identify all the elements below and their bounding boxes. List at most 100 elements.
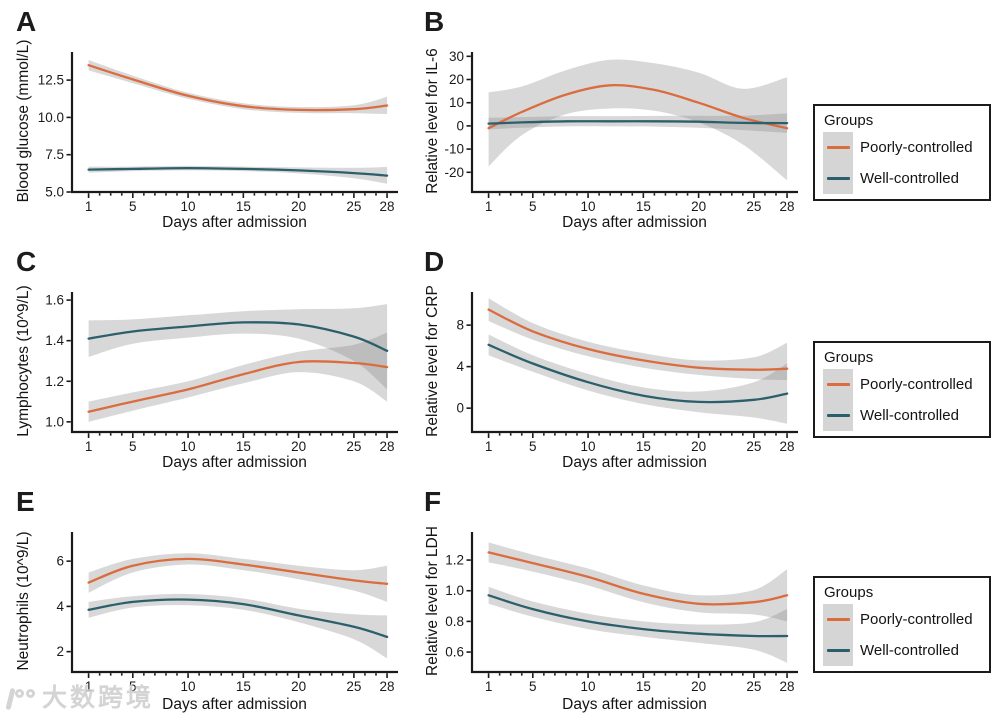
x-tick-label: 20 bbox=[691, 439, 706, 454]
x-tick-label: 15 bbox=[636, 439, 651, 454]
y-tick-label: 1.0 bbox=[445, 583, 464, 598]
well-controlled-trend-line bbox=[487, 594, 789, 638]
x-axis-title: Days after admission bbox=[562, 454, 707, 471]
well-controlled-confidence-band bbox=[488, 586, 788, 663]
poorly-controlled-confidence-band bbox=[88, 332, 388, 422]
panel-f-ldh: F Relative level for LDH 0.6 0.8 1.0 1.2 1 5 1… bbox=[414, 480, 810, 724]
x-tick-label: 15 bbox=[636, 679, 651, 694]
x-tick-label: 28 bbox=[380, 439, 395, 454]
x-tick-label: 1 bbox=[85, 199, 93, 214]
y-tick-label: 10.0 bbox=[38, 110, 64, 125]
legend-title: Groups bbox=[824, 112, 874, 129]
well-controlled-trend-line bbox=[87, 321, 389, 352]
well-controlled-confidence-band bbox=[488, 113, 788, 133]
poorly-controlled-trend-line bbox=[487, 551, 789, 606]
poorly-controlled-line-icon bbox=[826, 146, 850, 149]
x-tick-label: 15 bbox=[236, 439, 251, 454]
x-tick-label: 25 bbox=[746, 679, 761, 694]
legend-key-swatch bbox=[823, 635, 853, 666]
x-tick-label: 1 bbox=[85, 679, 93, 694]
poorly-controlled-trend-line bbox=[87, 64, 389, 112]
x-tick-label: 28 bbox=[380, 199, 395, 214]
y-tick-label: 1.0 bbox=[45, 414, 64, 429]
x-tick-label: 10 bbox=[181, 199, 196, 214]
legend-groups-row3: Groups Poorly-controlled Well-controlled bbox=[813, 576, 991, 673]
legend-label: Well-controlled bbox=[860, 170, 959, 187]
x-tick-label: 28 bbox=[780, 199, 795, 214]
legend-label: Poorly-controlled bbox=[860, 139, 973, 156]
poorly-controlled-trend-line bbox=[87, 557, 389, 585]
legend-item-well-controlled: Well-controlled bbox=[823, 400, 989, 431]
panel-d-crp: D Relative level for CRP 0 4 8 1 5 10 15 20 25 28… bbox=[414, 240, 810, 480]
x-tick-label: 25 bbox=[346, 199, 361, 214]
legend-key-swatch bbox=[823, 163, 853, 194]
x-tick-label: 20 bbox=[291, 439, 306, 454]
y-tick-label: 7.5 bbox=[45, 147, 64, 162]
x-tick-label: 20 bbox=[291, 199, 306, 214]
y-tick-label: 1.2 bbox=[445, 553, 464, 568]
well-controlled-line-icon bbox=[826, 649, 850, 652]
x-tick-label: 10 bbox=[581, 439, 596, 454]
legend-title: Groups bbox=[824, 349, 874, 366]
x-tick-label: 28 bbox=[780, 439, 795, 454]
y-tick-label: 1.6 bbox=[45, 293, 64, 308]
legend-key-swatch bbox=[823, 604, 853, 635]
legend-title: Groups bbox=[824, 584, 874, 601]
poorly-controlled-trend-line bbox=[87, 360, 389, 413]
y-axis-title: Neutrophils (10^9/L) bbox=[15, 531, 32, 671]
legend-item-poorly-controlled: Poorly-controlled bbox=[823, 369, 989, 400]
panel-letter-a: A bbox=[16, 6, 37, 37]
y-tick-label: 8 bbox=[456, 318, 464, 333]
x-tick-label: 20 bbox=[691, 199, 706, 214]
y-tick-label: 6 bbox=[56, 554, 64, 569]
x-axis-title: Days after admission bbox=[562, 214, 707, 231]
well-controlled-confidence-band bbox=[88, 593, 388, 659]
x-tick-label: 10 bbox=[181, 439, 196, 454]
y-tick-label: 0 bbox=[456, 401, 464, 416]
x-tick-label: 28 bbox=[380, 679, 395, 694]
y-tick-label: 12.5 bbox=[38, 73, 64, 88]
panel-letter-d: D bbox=[424, 246, 445, 277]
x-tick-label: 25 bbox=[346, 439, 361, 454]
panel-a-blood-glucose: A Blood glucose (mmol/L) 5.0 7.5 10.0 12.5 1… bbox=[0, 0, 410, 240]
x-tick-label: 5 bbox=[529, 199, 537, 214]
watermark-logo-icon bbox=[5, 687, 35, 710]
x-tick-label: 5 bbox=[129, 439, 137, 454]
x-axis-title: Days after admission bbox=[162, 454, 307, 471]
x-tick-label: 1 bbox=[485, 199, 493, 214]
logo-circle bbox=[15, 688, 24, 698]
poorly-controlled-line-icon bbox=[826, 383, 850, 386]
y-tick-label: 0 bbox=[456, 118, 464, 133]
legend-item-well-controlled: Well-controlled bbox=[823, 163, 989, 194]
poorly-controlled-confidence-band bbox=[488, 59, 788, 181]
logo-circle bbox=[26, 688, 35, 698]
panel-letter-e: E bbox=[16, 486, 35, 517]
legend-label: Poorly-controlled bbox=[860, 611, 973, 628]
well-controlled-line-icon bbox=[826, 177, 850, 180]
legend-groups-row2: Groups Poorly-controlled Well-controlled bbox=[813, 341, 991, 438]
x-tick-label: 20 bbox=[691, 679, 706, 694]
plot-area-c: 1.01.21.41.61 5 10 15 20 25 28 bbox=[45, 292, 398, 454]
legend-groups-row1: Groups Poorly-controlled Well-controlled bbox=[813, 104, 991, 201]
x-axis-title: Days after admission bbox=[162, 214, 307, 231]
legend-label: Well-controlled bbox=[860, 642, 959, 659]
well-controlled-confidence-band bbox=[488, 334, 788, 424]
y-tick-label: 5.0 bbox=[45, 185, 64, 200]
panel-c-lymphocytes: C Lymphocytes (10^9/L) 1.0 1.2 1.4 1.6 1 5 10 1… bbox=[0, 240, 410, 480]
well-controlled-trend-line bbox=[87, 166, 389, 177]
legend-label: Well-controlled bbox=[860, 407, 959, 424]
x-tick-label: 10 bbox=[581, 679, 596, 694]
x-tick-label: 25 bbox=[746, 439, 761, 454]
poorly-controlled-confidence-band bbox=[88, 553, 388, 602]
panel-e-neutrophils: E Neutrophils (10^9/L) 2 4 6 1 5 10 15 20 25 28 D… bbox=[0, 480, 410, 724]
y-tick-label: 20 bbox=[449, 72, 464, 87]
x-tick-label: 25 bbox=[346, 679, 361, 694]
poorly-controlled-confidence-band bbox=[488, 298, 788, 381]
y-tick-label: 4 bbox=[56, 599, 64, 614]
y-tick-label: 0.6 bbox=[445, 645, 464, 660]
x-tick-label: 1 bbox=[85, 439, 93, 454]
